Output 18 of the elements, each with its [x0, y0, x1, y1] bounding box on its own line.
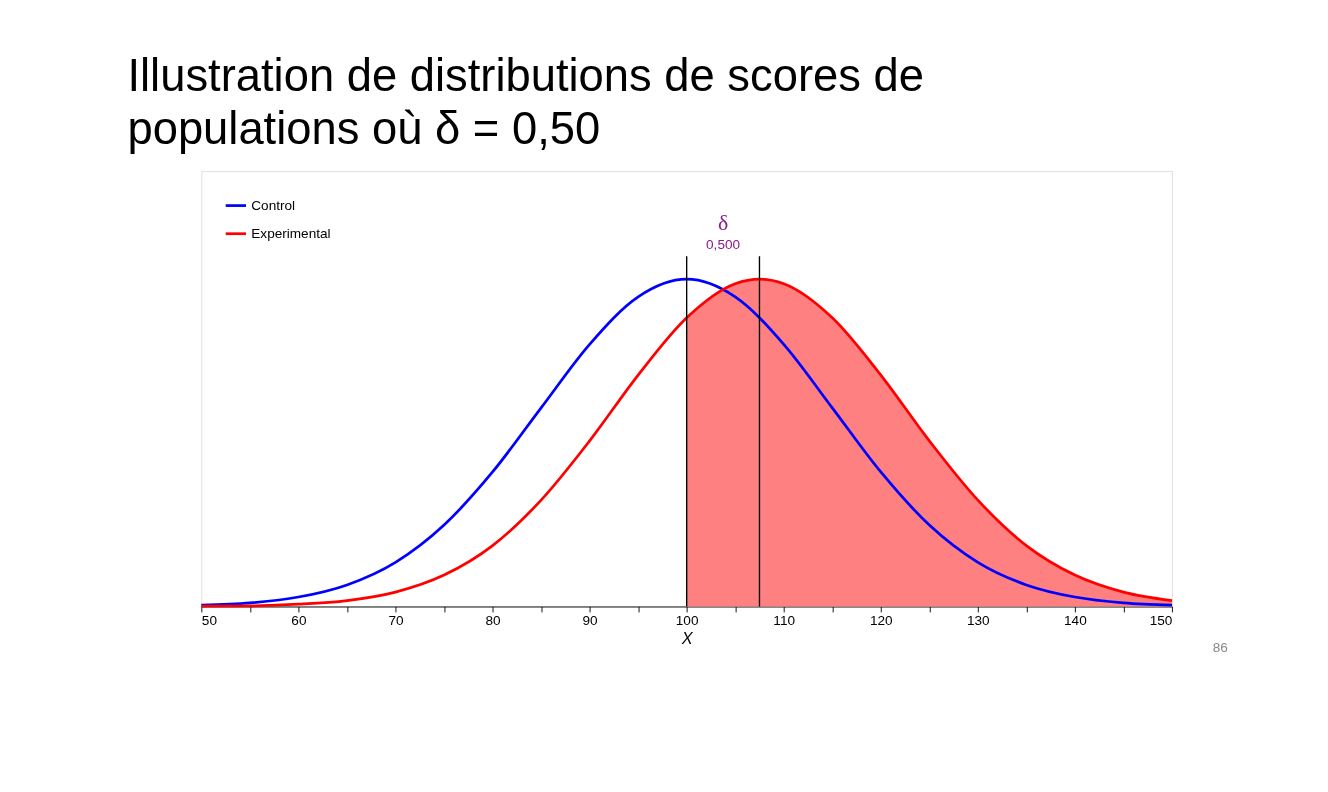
- x-tick-label: 90: [582, 613, 599, 629]
- x-tick-label: 80: [485, 613, 502, 629]
- x-tick-label: 130: [966, 613, 991, 629]
- x-tick-label: 120: [869, 613, 894, 629]
- x-tick-label: 60: [291, 613, 307, 629]
- x-tick-label: 70: [388, 613, 404, 629]
- x-tick-label: 110: [773, 613, 796, 629]
- x-tick-label: 50: [201, 613, 218, 629]
- text: δ: [717, 210, 729, 235]
- x-tick-label: 140: [1064, 613, 1088, 629]
- chart-title: Illustration de distributions de scores de populations où δ = 0,50: [127, 50, 924, 154]
- text: 86: [1212, 639, 1228, 655]
- legend-label: Experimental: [251, 226, 331, 242]
- text: 0,500: [706, 237, 741, 253]
- legend-label: Control: [251, 198, 296, 214]
- x-tick-label: 100: [675, 613, 699, 629]
- x-tick-label: 150: [1149, 613, 1173, 629]
- x-axis-title: X: [680, 629, 694, 648]
